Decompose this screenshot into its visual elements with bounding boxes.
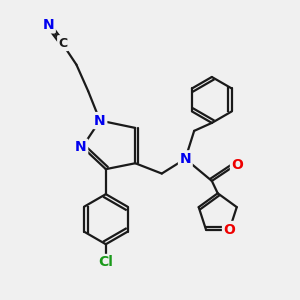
Text: C: C xyxy=(58,37,68,50)
Text: N: N xyxy=(75,140,87,154)
Text: N: N xyxy=(43,18,54,32)
Text: O: O xyxy=(224,223,236,236)
Text: O: O xyxy=(232,158,243,172)
Text: N: N xyxy=(94,114,106,128)
Text: Cl: Cl xyxy=(98,256,113,269)
Text: N: N xyxy=(179,152,191,166)
